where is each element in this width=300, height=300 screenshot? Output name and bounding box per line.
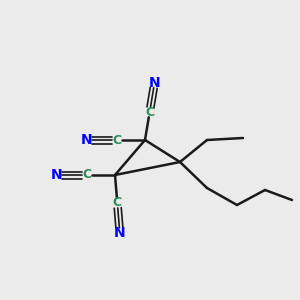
- Text: N: N: [51, 168, 63, 182]
- Text: C: C: [82, 169, 91, 182]
- Text: N: N: [114, 226, 126, 240]
- Text: C: C: [113, 196, 122, 209]
- Text: C: C: [112, 134, 122, 146]
- Text: N: N: [149, 76, 160, 90]
- Text: C: C: [145, 106, 154, 119]
- Text: N: N: [81, 133, 93, 147]
